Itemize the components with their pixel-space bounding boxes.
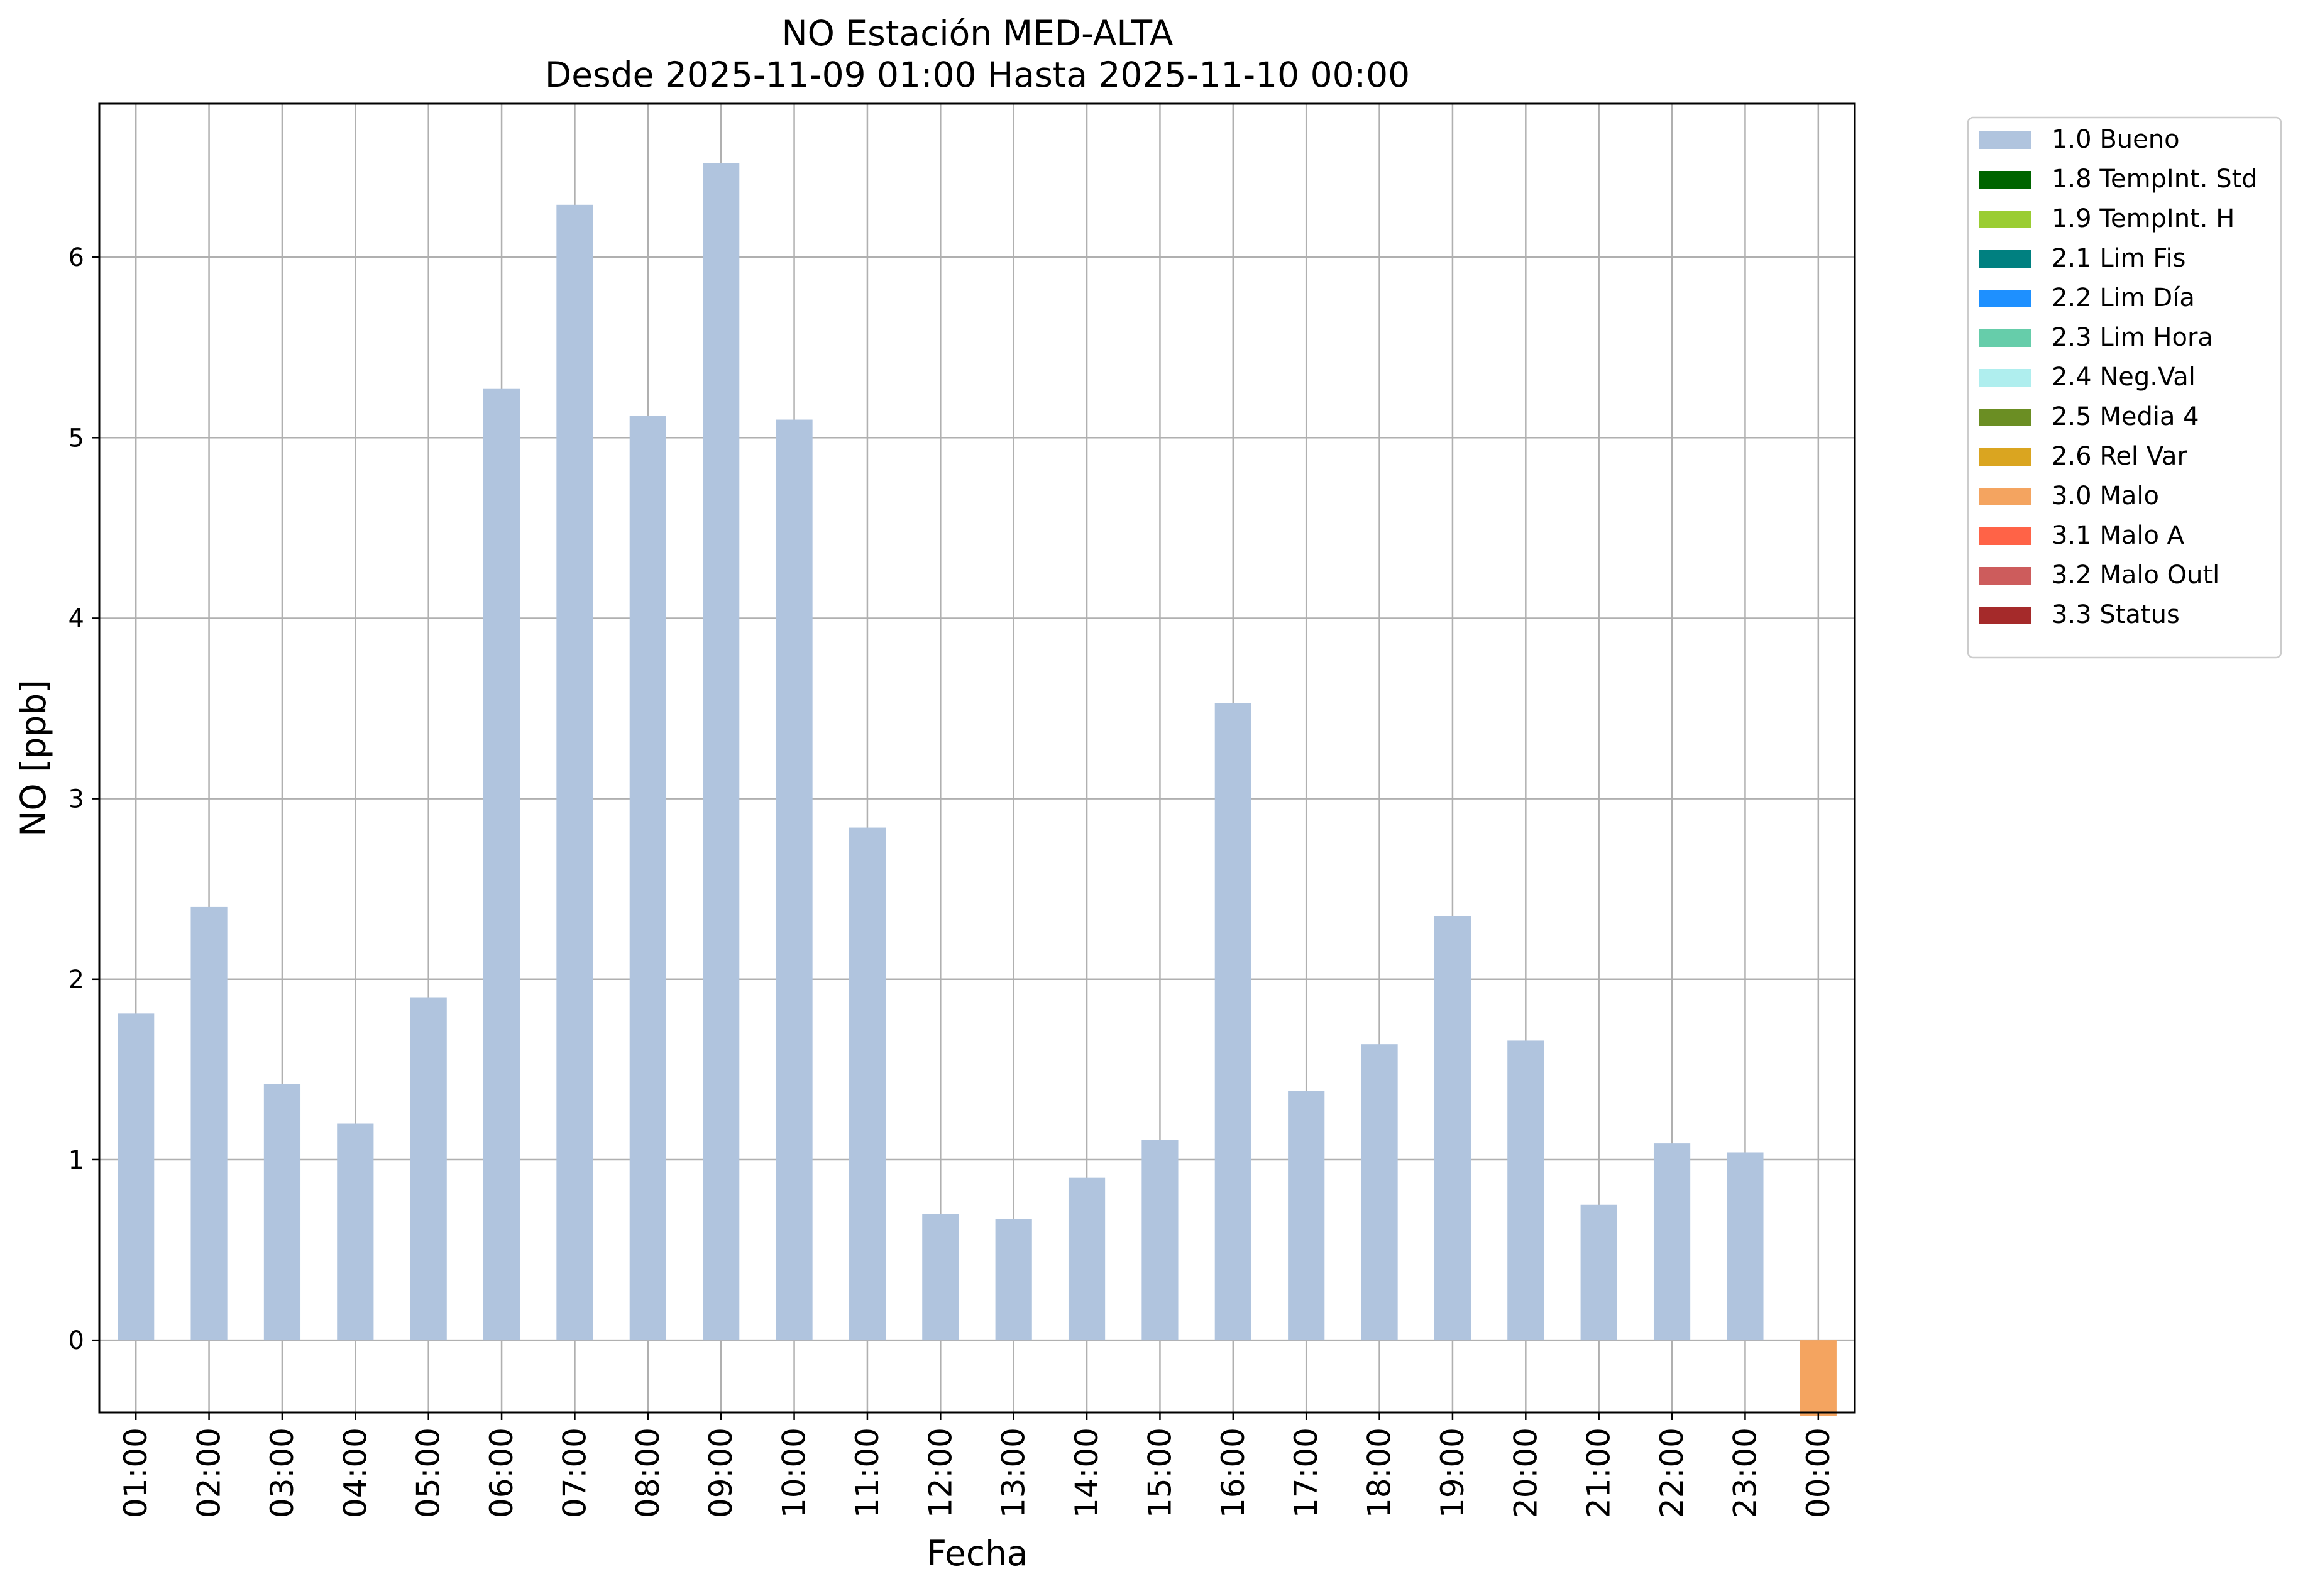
legend-swatch <box>1979 369 2031 387</box>
y-tick-label: 0 <box>69 1326 84 1355</box>
bar <box>1361 1044 1398 1341</box>
x-tick-label: 08:00 <box>630 1428 666 1518</box>
bar <box>483 388 520 1341</box>
legend-swatch <box>1979 567 2031 585</box>
x-tick-label: 05:00 <box>410 1428 447 1518</box>
legend-swatch <box>1979 131 2031 149</box>
legend-box <box>1967 116 2282 659</box>
x-tick-label: 22:00 <box>1654 1428 1690 1518</box>
y-tick-label: 5 <box>69 424 84 453</box>
x-tick-label: 06:00 <box>483 1428 520 1518</box>
x-tick-label: 12:00 <box>922 1428 959 1518</box>
x-tick-label: 17:00 <box>1288 1428 1324 1518</box>
bar <box>629 416 666 1341</box>
legend: 1.0 Bueno 1.8 TempInt. Std 1.9 TempInt. H 2… <box>1967 116 2282 659</box>
legend-swatch <box>1979 448 2031 466</box>
bar <box>1141 1140 1179 1341</box>
bar <box>1800 1340 1837 1416</box>
bar <box>849 827 886 1341</box>
legend-label: 3.0 Malo <box>2052 482 2159 510</box>
y-tick-label: 1 <box>69 1146 84 1175</box>
legend-label: 2.5 Media 4 <box>2052 402 2199 431</box>
x-axis-ticks: 01:00 02:00 03:00 04:00 05:00 06:00 07:00 08:00… <box>118 1412 1837 1518</box>
chart-title: NO Estación MED-ALTA <box>782 13 1174 53</box>
x-tick-label: 10:00 <box>776 1428 813 1518</box>
legend-label: 1.8 TempInt. Std <box>2052 165 2258 194</box>
bar <box>1580 1204 1617 1341</box>
legend-label: 1.9 TempInt. H <box>2052 204 2235 233</box>
x-tick-label: 09:00 <box>703 1428 739 1518</box>
legend-label: 2.2 Lim Día <box>2052 283 2195 312</box>
bar <box>1653 1143 1691 1341</box>
legend-label: 2.4 Neg.Val <box>2052 363 2196 392</box>
bar <box>1288 1091 1325 1341</box>
legend-label: 2.1 Lim Fis <box>2052 244 2185 273</box>
legend-label: 1.0 Bueno <box>2052 125 2180 154</box>
legend-swatch <box>1979 290 2031 307</box>
x-tick-label: 02:00 <box>191 1428 228 1518</box>
y-tick-label: 2 <box>69 966 84 994</box>
legend-swatch <box>1979 488 2031 505</box>
bar <box>190 906 228 1341</box>
bar <box>337 1123 374 1341</box>
legend-label: 2.6 Rel Var <box>2052 442 2188 471</box>
y-axis-ticks: 0 1 2 3 4 5 6 <box>69 243 99 1355</box>
plot-frame <box>98 102 1856 1414</box>
x-tick-label: 23:00 <box>1727 1428 1763 1518</box>
legend-swatch <box>1979 527 2031 545</box>
bar <box>1434 916 1471 1341</box>
legend-label: 2.3 Lim Hora <box>2052 323 2213 352</box>
bar <box>118 1013 155 1341</box>
y-tick-label: 3 <box>69 785 84 814</box>
bar <box>1214 703 1251 1341</box>
legend-label: 3.3 Status <box>2052 600 2180 629</box>
x-tick-label: 13:00 <box>996 1428 1032 1518</box>
legend-swatch <box>1979 329 2031 347</box>
x-tick-label: 03:00 <box>264 1428 300 1518</box>
legend-label: 3.2 Malo Outl <box>2052 561 2219 590</box>
x-tick-label: 21:00 <box>1581 1428 1617 1518</box>
legend-swatch <box>1979 250 2031 268</box>
x-tick-label: 15:00 <box>1141 1428 1178 1518</box>
chart-subtitle: Desde 2025-11-09 01:00 Hasta 2025-11-10 … <box>545 55 1410 95</box>
x-tick-label: 16:00 <box>1215 1428 1251 1518</box>
x-tick-label: 04:00 <box>337 1428 373 1518</box>
legend-label: 3.1 Malo A <box>2052 521 2185 550</box>
bar <box>703 163 740 1341</box>
x-tick-label: 14:00 <box>1069 1428 1105 1518</box>
y-tick-label: 6 <box>69 243 84 272</box>
x-tick-label: 07:00 <box>556 1428 593 1518</box>
bar <box>410 997 447 1341</box>
legend-swatch <box>1979 409 2031 426</box>
x-tick-label: 19:00 <box>1434 1428 1471 1518</box>
x-axis-label: Fecha <box>926 1533 1028 1573</box>
legend-swatch <box>1979 171 2031 189</box>
bar <box>995 1219 1032 1341</box>
x-tick-label: 18:00 <box>1361 1428 1398 1518</box>
bar <box>776 419 813 1341</box>
bar <box>1727 1152 1764 1341</box>
y-tick-label: 4 <box>69 604 84 633</box>
bars <box>118 163 1837 1416</box>
legend-swatch <box>1979 607 2031 624</box>
x-tick-label: 01:00 <box>118 1428 154 1518</box>
y-axis-label: NO [ppb] <box>13 680 53 837</box>
bar <box>1068 1177 1106 1341</box>
bar <box>263 1084 301 1341</box>
bar <box>556 204 593 1341</box>
x-tick-label: 20:00 <box>1507 1428 1544 1518</box>
bar <box>1507 1040 1544 1341</box>
x-tick-label: 11:00 <box>849 1428 886 1518</box>
bar <box>922 1214 959 1341</box>
legend-swatch <box>1979 211 2031 228</box>
x-tick-label: 00:00 <box>1800 1428 1837 1518</box>
